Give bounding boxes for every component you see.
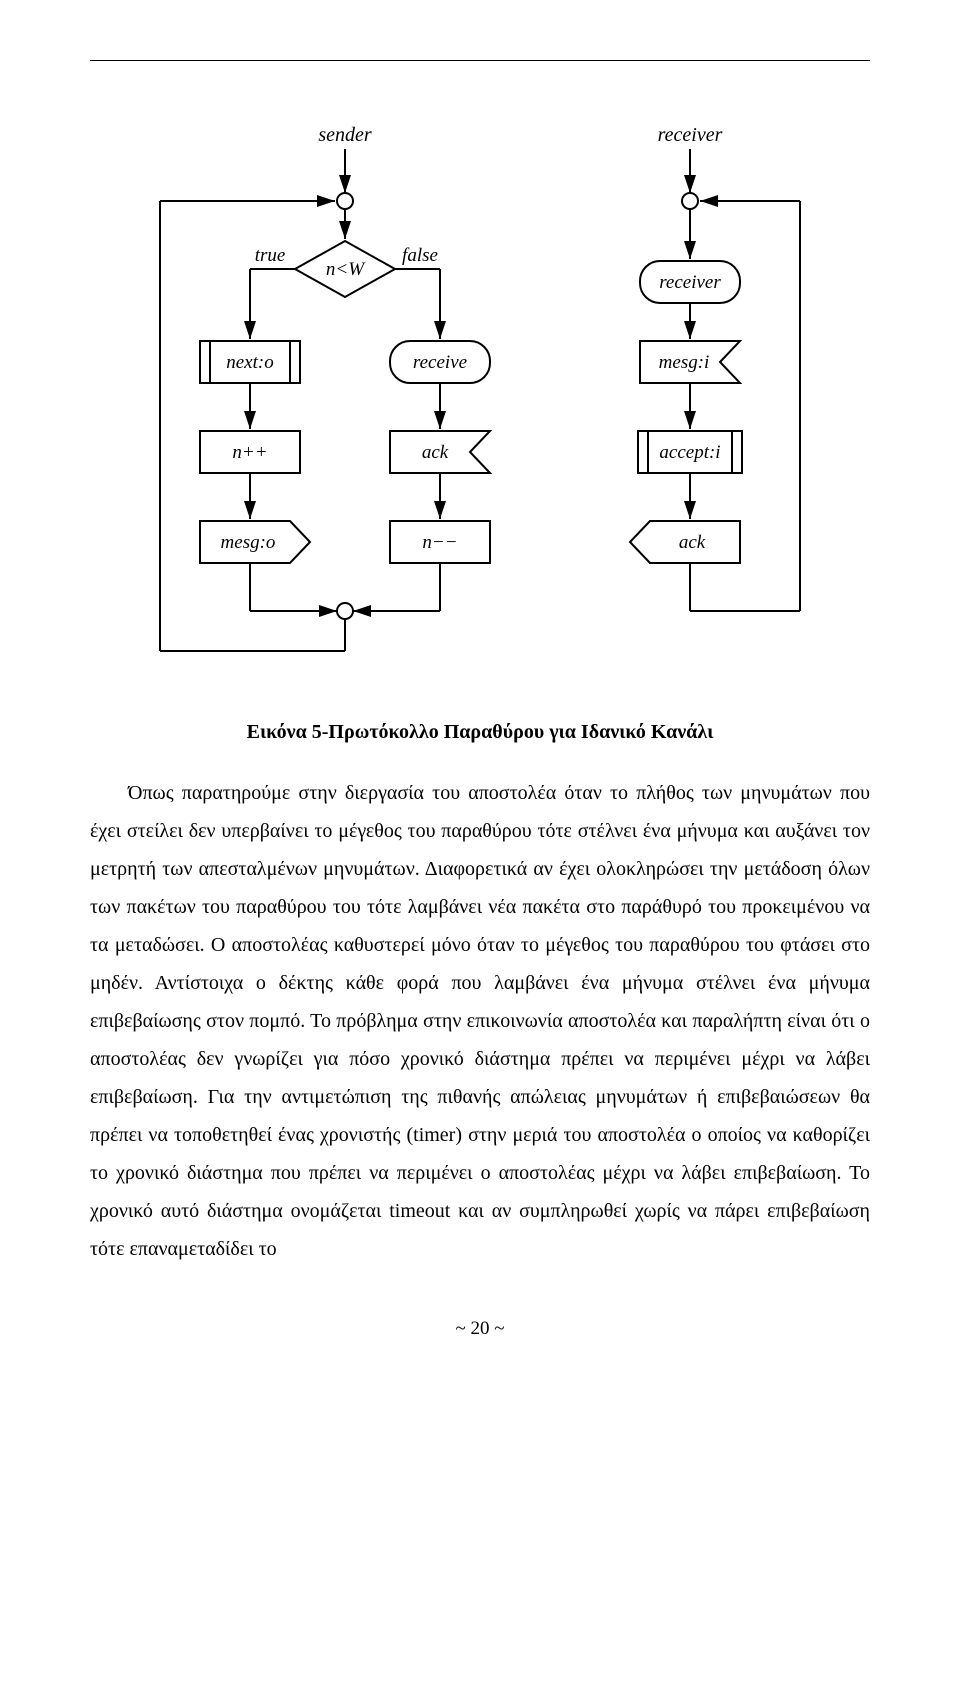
true-label: true <box>255 245 286 266</box>
receive-label: receive <box>413 352 467 373</box>
nexto-label: next:o <box>226 352 273 373</box>
body-paragraph: Όπως παρατηρούμε στην διεργασία του αποσ… <box>90 774 870 1268</box>
decision-label: n<W <box>326 259 366 280</box>
receiver-box-label: receiver <box>659 272 721 293</box>
top-border <box>90 60 870 61</box>
mesgi-label: mesg:i <box>659 352 710 373</box>
page-number: ~ 20 ~ <box>90 1318 870 1340</box>
ack-right-label: ack <box>679 532 706 553</box>
flowchart-diagram: sender n<W true false next:o <box>130 111 830 691</box>
mesgo-label: mesg:o <box>221 532 276 553</box>
figure-caption: Εικόνα 5-Πρωτόκολλο Παραθύρου για Ιδανικ… <box>90 721 870 744</box>
false-label: false <box>402 245 438 266</box>
ack-left-label: ack <box>422 442 449 463</box>
npp-label: n++ <box>232 442 267 463</box>
nmm-label: n−− <box>422 532 457 553</box>
accepti-label: accept:i <box>659 442 720 463</box>
sender-label: sender <box>318 124 372 146</box>
receiver-label: receiver <box>658 124 723 146</box>
